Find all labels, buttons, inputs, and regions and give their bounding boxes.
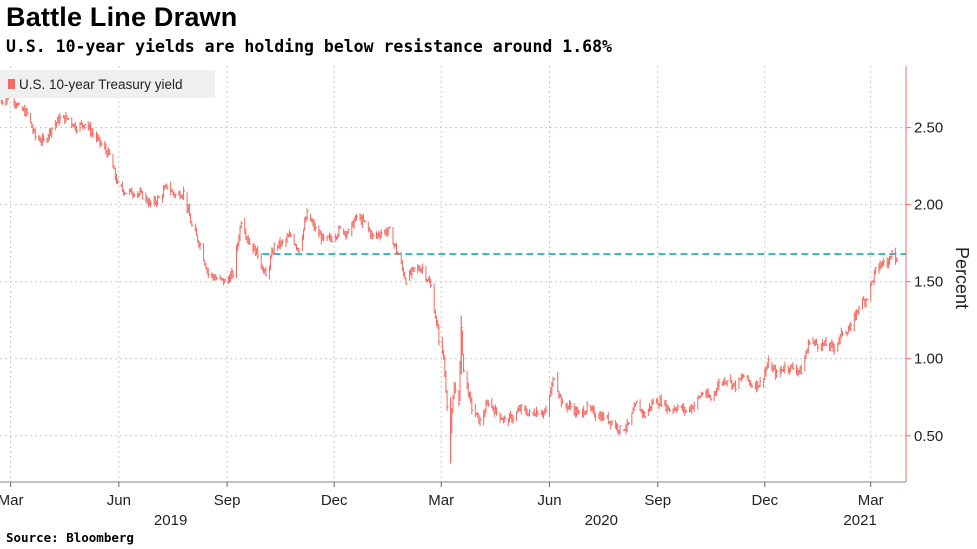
y-tick-label: 2.50 <box>914 120 943 137</box>
legend-swatch <box>8 79 15 89</box>
y-tick-label: 2.00 <box>914 197 943 214</box>
y-tick-label: 1.00 <box>914 351 943 368</box>
x-tick-label: Mar <box>0 492 24 509</box>
x-year-label: 2021 <box>843 512 876 529</box>
y-tick-label: 0.50 <box>914 428 943 445</box>
y-axis-label: Percent <box>952 247 972 309</box>
x-tick-label: Sep <box>214 492 241 509</box>
x-tick-label: Jun <box>537 492 561 509</box>
legend-background <box>0 70 215 98</box>
x-tick-label: Dec <box>321 492 348 509</box>
source-note: Source: Bloomberg <box>6 530 134 545</box>
chart-title: Battle Line Drawn <box>6 2 238 32</box>
legend: U.S. 10-year Treasury yield <box>0 70 215 98</box>
x-year-label: 2020 <box>585 512 618 529</box>
x-tick-label: Dec <box>751 492 778 509</box>
legend-label: U.S. 10-year Treasury yield <box>19 77 183 92</box>
axes: 0.50 1.00 1.50 2.00 2.50 Mar Jun Sep Dec Mar Jun Se… <box>0 66 943 529</box>
x-tick-label: Mar <box>858 492 884 509</box>
x-tick-label: Jun <box>107 492 131 509</box>
series-layer <box>0 89 899 464</box>
x-year-label: 2019 <box>154 512 187 529</box>
x-tick-label: Sep <box>644 492 671 509</box>
x-tick-label: Mar <box>428 492 454 509</box>
y-tick-label: 1.50 <box>914 274 943 291</box>
grid <box>0 66 906 482</box>
chart-subtitle: U.S. 10-year yields are holding below re… <box>6 37 612 56</box>
